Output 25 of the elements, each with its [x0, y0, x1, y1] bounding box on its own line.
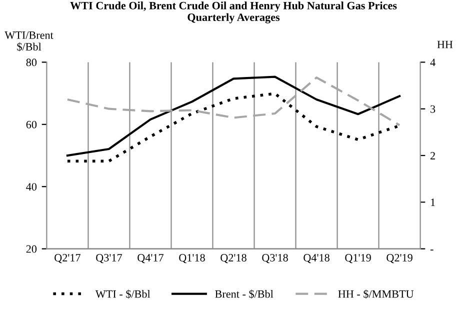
y2-tick-label: 4	[430, 58, 436, 66]
legend-label: WTI - $/Bbl	[95, 290, 150, 299]
y-tick-label: 20	[26, 245, 37, 253]
y-tick-label: 80	[26, 58, 37, 66]
line-series	[66, 76, 401, 126]
y2-tick-label: 1	[431, 198, 435, 206]
x-tick-label: Q2'18	[220, 254, 246, 264]
y2-tick-label: 2	[430, 152, 435, 160]
y-tick-label: 60	[26, 120, 37, 128]
x-tick-label: Q4'17	[138, 254, 164, 264]
chart-title: WTI Crude Oil, Brent Crude Oil and Henry Hub Natural Gas Prices Quarterly Averages	[70, 2, 397, 24]
x-tick-label: Q2'19	[386, 254, 412, 264]
y2-axis-title: HH	[437, 40, 453, 48]
y-axis-title: WTI/Brent $/Bbl	[4, 31, 54, 52]
legend-label: Brent - $/Bbl	[215, 290, 274, 299]
x-tick-label: Q3'18	[262, 254, 288, 264]
x-tick-label: Q1'18	[179, 254, 205, 264]
line-series	[66, 76, 401, 157]
legend-label: HH - $/MMBTU	[338, 290, 414, 299]
y-tick-label: 40	[26, 183, 37, 191]
x-tick-label: Q2'17	[54, 254, 80, 264]
y2-tick-label: 3	[430, 105, 436, 113]
x-tick-label: Q3'17	[96, 254, 122, 264]
x-tick-label: Q1'19	[345, 254, 371, 264]
x-tick-label: Q4'18	[304, 254, 330, 264]
